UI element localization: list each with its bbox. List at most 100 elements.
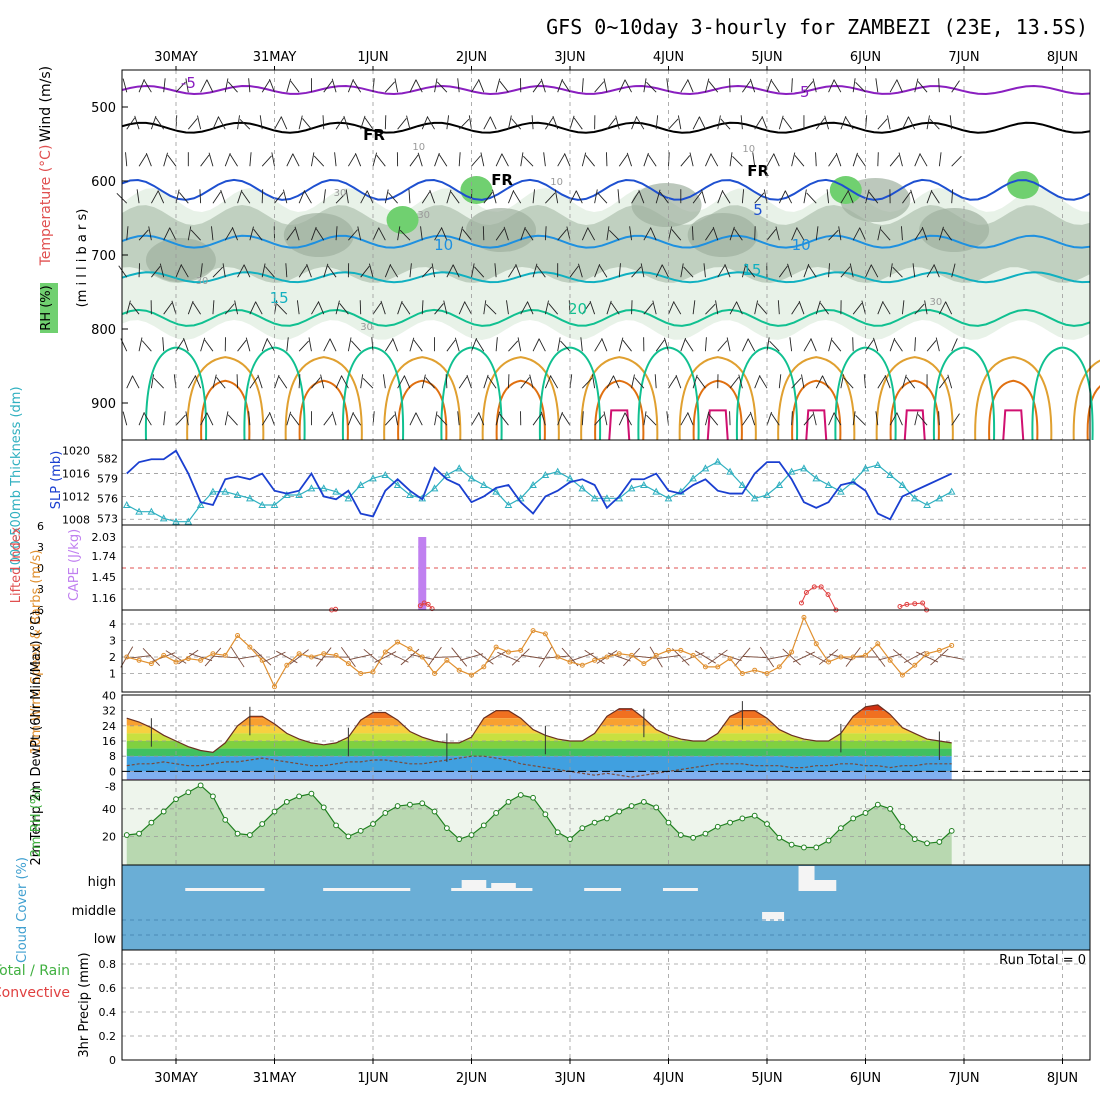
wind-barb	[517, 337, 522, 352]
wind-barb	[729, 226, 735, 241]
wind-barb	[471, 79, 480, 93]
wind-barb	[847, 190, 854, 204]
wind-barb	[495, 337, 498, 352]
rh-marker	[567, 836, 573, 843]
wind-barb	[742, 413, 751, 426]
bottom-date-label: 1JUN	[357, 1071, 388, 1086]
wind-barb	[384, 81, 396, 93]
wind-barb	[655, 189, 661, 204]
wind-barb	[926, 189, 933, 204]
wind-barb	[211, 226, 214, 241]
rh-marker	[283, 799, 290, 805]
wind-barb	[943, 228, 953, 241]
thickness-marker	[701, 464, 710, 472]
wind-barb	[896, 79, 903, 93]
wind-barb	[421, 374, 426, 389]
wind-barb	[495, 228, 505, 241]
wind-barb	[615, 115, 620, 130]
wind-barb	[778, 190, 786, 204]
rh-marker	[173, 796, 179, 803]
thickness-marker	[861, 464, 870, 472]
wind-barb	[200, 337, 206, 352]
wind-barb	[175, 414, 186, 426]
wind-barb	[646, 414, 657, 426]
temp-tick-label: 40	[102, 689, 116, 702]
thickness-marker	[627, 484, 636, 492]
thickness-marker	[319, 484, 328, 492]
wind-barb	[343, 115, 349, 130]
wind-barb	[220, 189, 226, 204]
cloud-gap	[798, 866, 815, 891]
rh-marker	[517, 792, 524, 798]
wind-barb	[569, 115, 575, 130]
wind-barb	[141, 340, 152, 352]
thickness-marker	[738, 480, 747, 488]
wind-barb	[926, 264, 935, 278]
wind-barb	[313, 155, 325, 167]
wind-barb	[434, 303, 444, 315]
wind-barb	[143, 412, 152, 426]
wind-barb	[689, 152, 694, 167]
wind-barb	[421, 191, 431, 204]
wind-barb	[701, 189, 706, 204]
temp-contour-30	[200, 379, 251, 441]
rh-marker	[837, 825, 844, 832]
wind-barb	[687, 412, 694, 426]
wind-barb	[609, 229, 620, 241]
top-date-label: 8JUN	[1047, 50, 1078, 65]
thickness-marker	[356, 480, 365, 488]
temp-contour-35	[903, 409, 926, 441]
wind-barb	[810, 338, 817, 352]
wind-barb	[806, 192, 817, 204]
rh-tick-label: 20	[102, 830, 116, 843]
wind-barb	[323, 80, 333, 93]
wind-speed-marker	[530, 628, 536, 634]
wind-barb	[187, 375, 196, 389]
wind-barb	[643, 152, 649, 167]
wind-barb	[945, 301, 953, 315]
wind-barb	[924, 300, 928, 315]
temp-contour-25	[1072, 359, 1100, 441]
rh-marker	[924, 840, 930, 847]
wind-barb	[544, 375, 552, 389]
wind-barb	[347, 78, 354, 93]
wind-speed-marker	[505, 649, 511, 655]
wind-barb	[199, 189, 202, 204]
wind-barb	[446, 339, 456, 352]
wind-barb	[239, 118, 251, 130]
ylabel-cloud: Cloud Cover (%)	[15, 857, 30, 963]
wind-barb	[631, 266, 642, 278]
thickness-marker	[270, 500, 279, 508]
thickness-marker	[603, 494, 611, 502]
wind-barb	[408, 189, 411, 204]
wind-barb-10m	[570, 652, 594, 662]
wind-barb	[278, 376, 288, 389]
wind-barb	[138, 412, 145, 426]
wind-barb	[227, 81, 238, 93]
thickness-marker	[479, 480, 488, 488]
wind-barb	[243, 264, 251, 278]
wind-barb	[868, 191, 879, 204]
wind-barb	[540, 411, 546, 426]
lifted-tick-label: 3	[37, 583, 44, 596]
wind-barb	[462, 229, 472, 241]
wind-barb	[421, 116, 429, 130]
wind-barb	[334, 152, 337, 167]
temp-contour-20-lower	[243, 346, 306, 441]
wind-barb	[778, 265, 788, 278]
wind-barb	[902, 116, 909, 130]
bottom-date-label: 7JUN	[948, 1071, 979, 1086]
rh-marker	[308, 790, 315, 797]
wind-speed-marker	[198, 657, 204, 663]
rh-area	[126, 785, 952, 865]
ylabel-millibars: (m i l l i b a r s)	[75, 209, 90, 308]
wind-barb	[655, 115, 659, 130]
wind-barb	[508, 340, 519, 352]
wind-barb	[618, 337, 624, 352]
wind-barb	[855, 414, 866, 426]
thickness-marker	[246, 494, 254, 502]
wind-speed-marker	[210, 651, 216, 657]
wind-speed-marker	[592, 657, 598, 663]
thickness-line	[126, 460, 952, 523]
wind-barb	[397, 226, 401, 241]
